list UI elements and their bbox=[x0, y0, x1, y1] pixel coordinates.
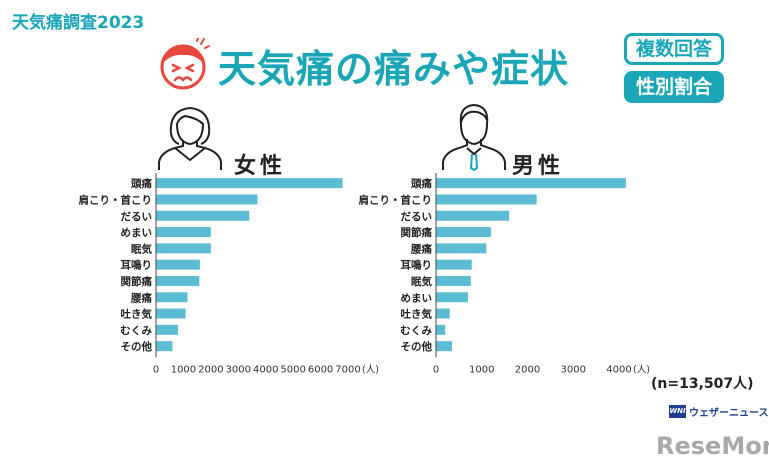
male-x-tick-label: 1000 bbox=[469, 364, 494, 375]
female-x-tick-label: 5000 bbox=[280, 364, 305, 375]
female-category-label: 吐き気 bbox=[121, 308, 153, 321]
gender-ratio-badge: 性別割合 bbox=[624, 71, 724, 103]
female-x-tick-label: 3000 bbox=[226, 364, 251, 375]
female-category-label: むくみ bbox=[120, 325, 152, 337]
multiple-answers-badge: 複数回答 bbox=[624, 33, 724, 65]
female-bar bbox=[156, 178, 343, 189]
female-category-label: 関節痛 bbox=[121, 275, 153, 288]
female-bar bbox=[156, 243, 211, 254]
male-bar bbox=[436, 194, 537, 205]
male-category-label: 肩こり・首こり bbox=[359, 193, 433, 206]
female-category-label: だるい bbox=[121, 211, 153, 223]
male-category-label: めまい bbox=[401, 292, 433, 304]
male-category-label: 耳鳴り bbox=[401, 259, 433, 272]
female-unit-label: (人) bbox=[362, 364, 379, 375]
female-bar bbox=[156, 275, 200, 286]
female-x-tick-label: 1000 bbox=[171, 364, 196, 375]
resemom-logo: ReseMom bbox=[656, 432, 769, 460]
male-unit-label: (人) bbox=[633, 364, 650, 375]
wni-text: ウェザーニュース bbox=[689, 408, 769, 419]
male-x-tick-label: 3000 bbox=[561, 364, 586, 375]
male-category-label: だるい bbox=[401, 211, 433, 223]
male-bar bbox=[436, 243, 487, 254]
page-title: 天気痛の痛みや症状 bbox=[218, 47, 570, 91]
male-bar bbox=[436, 292, 469, 303]
female-category-label: 眠気 bbox=[131, 242, 152, 255]
male-category-label: 眠気 bbox=[411, 275, 432, 288]
female-bar bbox=[156, 324, 178, 335]
female-category-label: 腰痛 bbox=[130, 291, 152, 304]
woman-outline-icon bbox=[158, 106, 222, 170]
male-label: 男性 bbox=[512, 154, 565, 179]
male-category-label: 腰痛 bbox=[410, 242, 432, 255]
male-bar bbox=[436, 275, 471, 286]
female-category-label: 肩こり・首こり bbox=[79, 193, 153, 206]
male-bar bbox=[436, 324, 446, 335]
sample-size-label: (n=13,507人) bbox=[651, 376, 754, 392]
male-x-tick-label: 4000 bbox=[606, 364, 631, 375]
female-category-label: その他 bbox=[121, 340, 153, 353]
female-category-label: 頭痛 bbox=[131, 177, 152, 190]
female-x-tick-label: 6000 bbox=[308, 364, 333, 375]
male-bar bbox=[436, 210, 510, 221]
female-bar bbox=[156, 259, 200, 270]
male-bar bbox=[436, 308, 450, 319]
female-x-tick-label: 2000 bbox=[198, 364, 223, 375]
male-category-label: むくみ bbox=[400, 325, 432, 337]
female-bar bbox=[156, 227, 211, 238]
male-bar bbox=[436, 341, 453, 352]
man-outline-icon bbox=[442, 103, 506, 172]
male-bar bbox=[436, 259, 472, 270]
female-category-label: 耳鳴り bbox=[121, 259, 153, 272]
male-category-label: 吐き気 bbox=[401, 308, 433, 321]
female-bar bbox=[156, 292, 188, 303]
female-x-tick-label: 0 bbox=[153, 364, 159, 375]
male-category-label: 頭痛 bbox=[411, 177, 432, 190]
male-category-label: 関節痛 bbox=[401, 226, 433, 239]
male-bar bbox=[436, 178, 626, 189]
male-category-label: その他 bbox=[401, 340, 433, 353]
female-label: 女性 bbox=[234, 154, 287, 179]
female-x-tick-label: 7000 bbox=[335, 364, 360, 375]
male-bar bbox=[436, 227, 491, 238]
female-bar bbox=[156, 210, 250, 221]
male-x-tick-label: 0 bbox=[433, 364, 439, 375]
female-category-label: めまい bbox=[121, 227, 153, 239]
weathernews-logo: WNI ウェザーニュース bbox=[669, 404, 769, 419]
female-bar bbox=[156, 341, 173, 352]
female-bar bbox=[156, 308, 186, 319]
male-x-tick-label: 2000 bbox=[515, 364, 540, 375]
female-x-tick-label: 4000 bbox=[253, 364, 278, 375]
female-bar bbox=[156, 194, 258, 205]
survey-label: 天気痛調査2023 bbox=[12, 13, 145, 33]
wni-mark: WNI bbox=[669, 405, 686, 418]
pained-face-icon bbox=[160, 38, 210, 90]
